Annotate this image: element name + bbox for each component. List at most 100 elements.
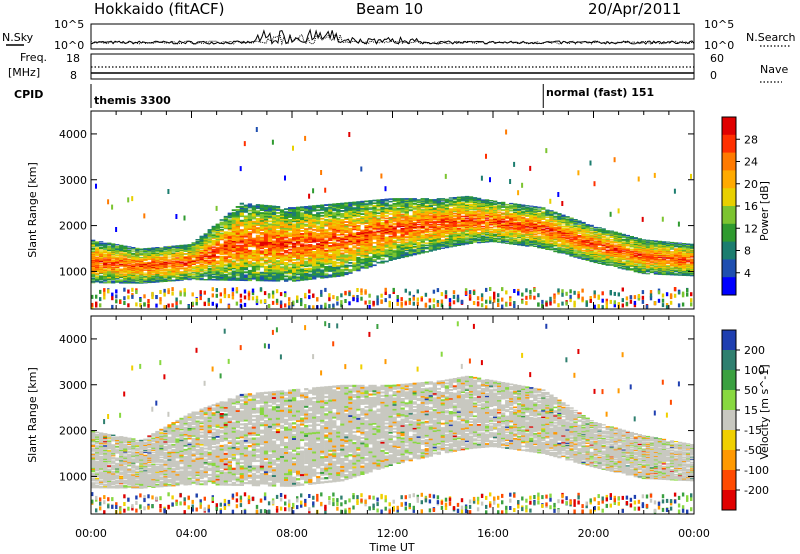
power-echo-cell [175, 279, 180, 281]
power-echo-cell [388, 243, 393, 245]
power-echo-cell [312, 259, 317, 262]
power-echo-cell [115, 249, 120, 251]
power-echo-cell [324, 213, 329, 215]
power-near-range-cell [147, 299, 150, 303]
power-echo-cell [324, 210, 329, 212]
power-echo-cell [231, 257, 236, 260]
power-echo-cell [279, 233, 285, 236]
power-echo-cell [428, 234, 433, 236]
power-echo-cell [95, 261, 100, 263]
power-echo-cell [187, 257, 192, 259]
power-echo-cell [195, 244, 200, 246]
power-echo-cell [388, 231, 393, 234]
power-echo-cell [368, 257, 373, 260]
power-echo-cell [292, 272, 297, 275]
power-echo-cell [183, 274, 188, 276]
power-near-range-cell [368, 293, 371, 298]
power-echo-cell [191, 242, 196, 244]
power-near-range-cell [207, 302, 210, 306]
power-echo-cell [480, 241, 486, 243]
power-echo-cell [187, 248, 192, 250]
power-echo-cell [493, 216, 498, 218]
power-echo-cell [131, 275, 136, 277]
power-echo-cell [489, 240, 494, 242]
power-echo-cell [392, 252, 397, 254]
power-echo-cell [135, 274, 140, 276]
freq-tick-top: 18 [66, 52, 80, 65]
power-echo-cell [364, 250, 369, 253]
power-near-range-cell [448, 304, 452, 309]
power-near-range-cell [195, 301, 198, 306]
power-echo-cell [292, 226, 297, 229]
power-near-range-cell [243, 295, 247, 300]
power-echo-cell [408, 252, 413, 254]
power-echo-cell [424, 202, 429, 204]
power-echo-cell [316, 249, 321, 251]
power-echo-cell [436, 227, 441, 230]
power-echo-cell [472, 203, 478, 205]
power-echo-cell [195, 251, 200, 253]
power-echo-cell [460, 212, 466, 215]
power-echo-cell [215, 227, 220, 229]
power-echo-cell [320, 244, 325, 247]
power-echo-cell [384, 241, 389, 244]
power-echo-cell [111, 252, 116, 254]
power-echo-cell [215, 234, 220, 236]
power-echo-cell [505, 203, 510, 206]
power-near-range-cell [440, 303, 444, 308]
power-echo-cell [143, 267, 148, 269]
power-echo-cell [412, 216, 417, 218]
power-echo-cell [271, 214, 277, 217]
power-echo-cell [485, 219, 490, 222]
power-echo-cell [436, 207, 441, 209]
power-near-range-cell [243, 302, 247, 307]
power-echo-cell [292, 276, 297, 279]
power-echo-cell [159, 257, 164, 259]
power-echo-cell [223, 233, 228, 236]
power-echo-cell [275, 261, 281, 264]
power-echo-cell [219, 235, 224, 237]
power-echo-cell [400, 229, 405, 231]
power-echo-cell [432, 210, 437, 212]
power-echo-cell [175, 270, 180, 272]
power-echo-cell [304, 253, 309, 256]
power-echo-cell [336, 233, 341, 236]
power-echo-cell [288, 233, 293, 236]
power-echo-cell [203, 255, 208, 257]
power-echo-cell [284, 259, 289, 261]
power-echo-cell [312, 218, 317, 221]
power-echo-cell [247, 269, 253, 272]
power-echo-cell [227, 276, 232, 279]
power-echo-cell [384, 250, 389, 253]
power-echo-cell [123, 245, 128, 247]
power-echo-cell [324, 239, 329, 242]
power-echo-cell [267, 247, 273, 250]
power-echo-cell [480, 200, 486, 202]
power-echo-cell [408, 230, 413, 232]
power-echo-cell [300, 268, 305, 271]
power-echo-cell [448, 235, 454, 237]
power-echo-cell [360, 235, 365, 237]
power-echo-cell [368, 265, 373, 268]
power-echo-cell [271, 279, 277, 282]
power-echo-cell [107, 275, 112, 277]
power-echo-cell [271, 228, 277, 231]
power-near-range-cell [251, 288, 255, 293]
power-echo-cell [135, 252, 140, 254]
power-echo-cell [279, 216, 285, 219]
power-echo-cell [95, 271, 100, 273]
power-echo-cell [308, 227, 313, 230]
power-echo-cell [183, 267, 188, 269]
power-echo-cell [263, 270, 269, 273]
power-echo-cell [376, 220, 381, 222]
power-echo-cell [480, 219, 486, 221]
power-echo-cell [279, 278, 285, 281]
power-echo-cell [300, 218, 305, 221]
power-echo-cell [175, 249, 180, 251]
power-echo-cell [308, 236, 313, 239]
power-echo-cell [267, 237, 273, 239]
power-echo-cell [444, 246, 450, 249]
power-echo-cell [191, 266, 196, 268]
power-echo-cell [219, 232, 224, 235]
power-echo-cell [179, 252, 184, 254]
